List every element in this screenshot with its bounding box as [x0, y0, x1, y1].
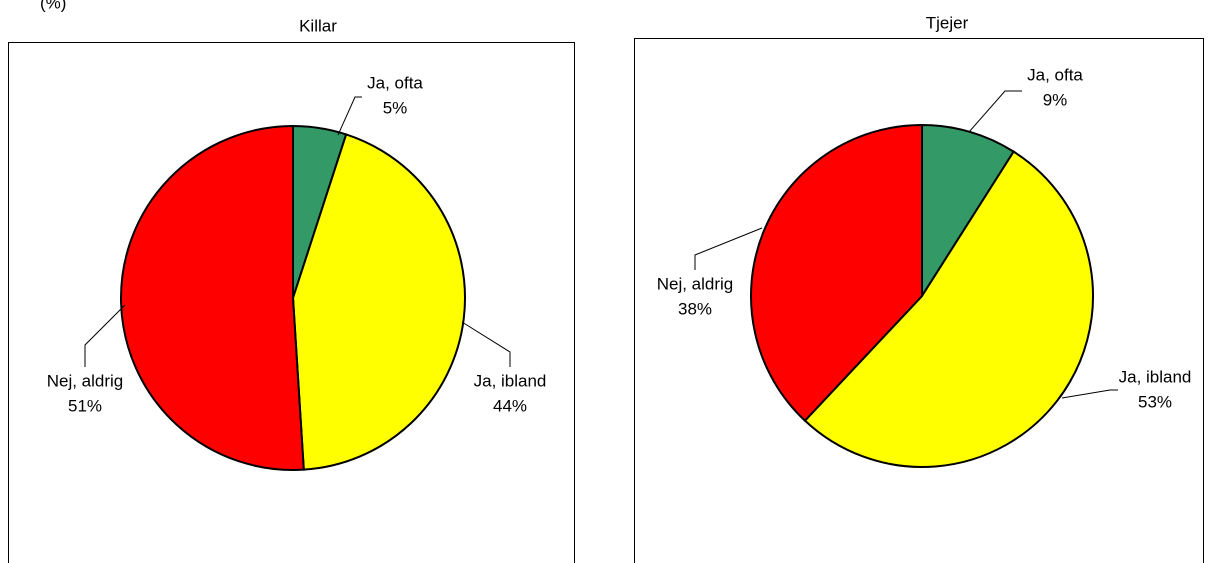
pie-slice — [120, 124, 305, 471]
value-label: 51% — [68, 396, 102, 415]
pie-slice — [803, 150, 1094, 468]
pie-slice — [291, 133, 467, 471]
leader-line — [694, 227, 763, 270]
leader-line — [461, 321, 511, 367]
slice-label: Ja, ibland — [474, 371, 547, 390]
caption: (%) — [40, 0, 66, 12]
slice-label: Nej, aldrig — [657, 274, 734, 293]
leader-line — [337, 96, 362, 136]
slice-label: Ja, ofta — [1027, 65, 1083, 84]
chart-title: Tjejer — [926, 13, 969, 32]
pie-slice — [749, 123, 923, 423]
value-label: 53% — [1138, 392, 1172, 411]
slice-label: Ja, ofta — [367, 73, 423, 92]
value-label: 5% — [383, 98, 408, 117]
slice-label: Nej, aldrig — [47, 371, 124, 390]
leader-line — [968, 90, 1022, 133]
leader-line — [84, 304, 126, 367]
leader-line — [1061, 389, 1118, 399]
value-label: 38% — [678, 299, 712, 318]
chart-title: Killar — [299, 16, 337, 35]
value-label: 9% — [1043, 90, 1068, 109]
slice-label: Ja, ibland — [1119, 367, 1192, 386]
value-label: 44% — [493, 396, 527, 415]
